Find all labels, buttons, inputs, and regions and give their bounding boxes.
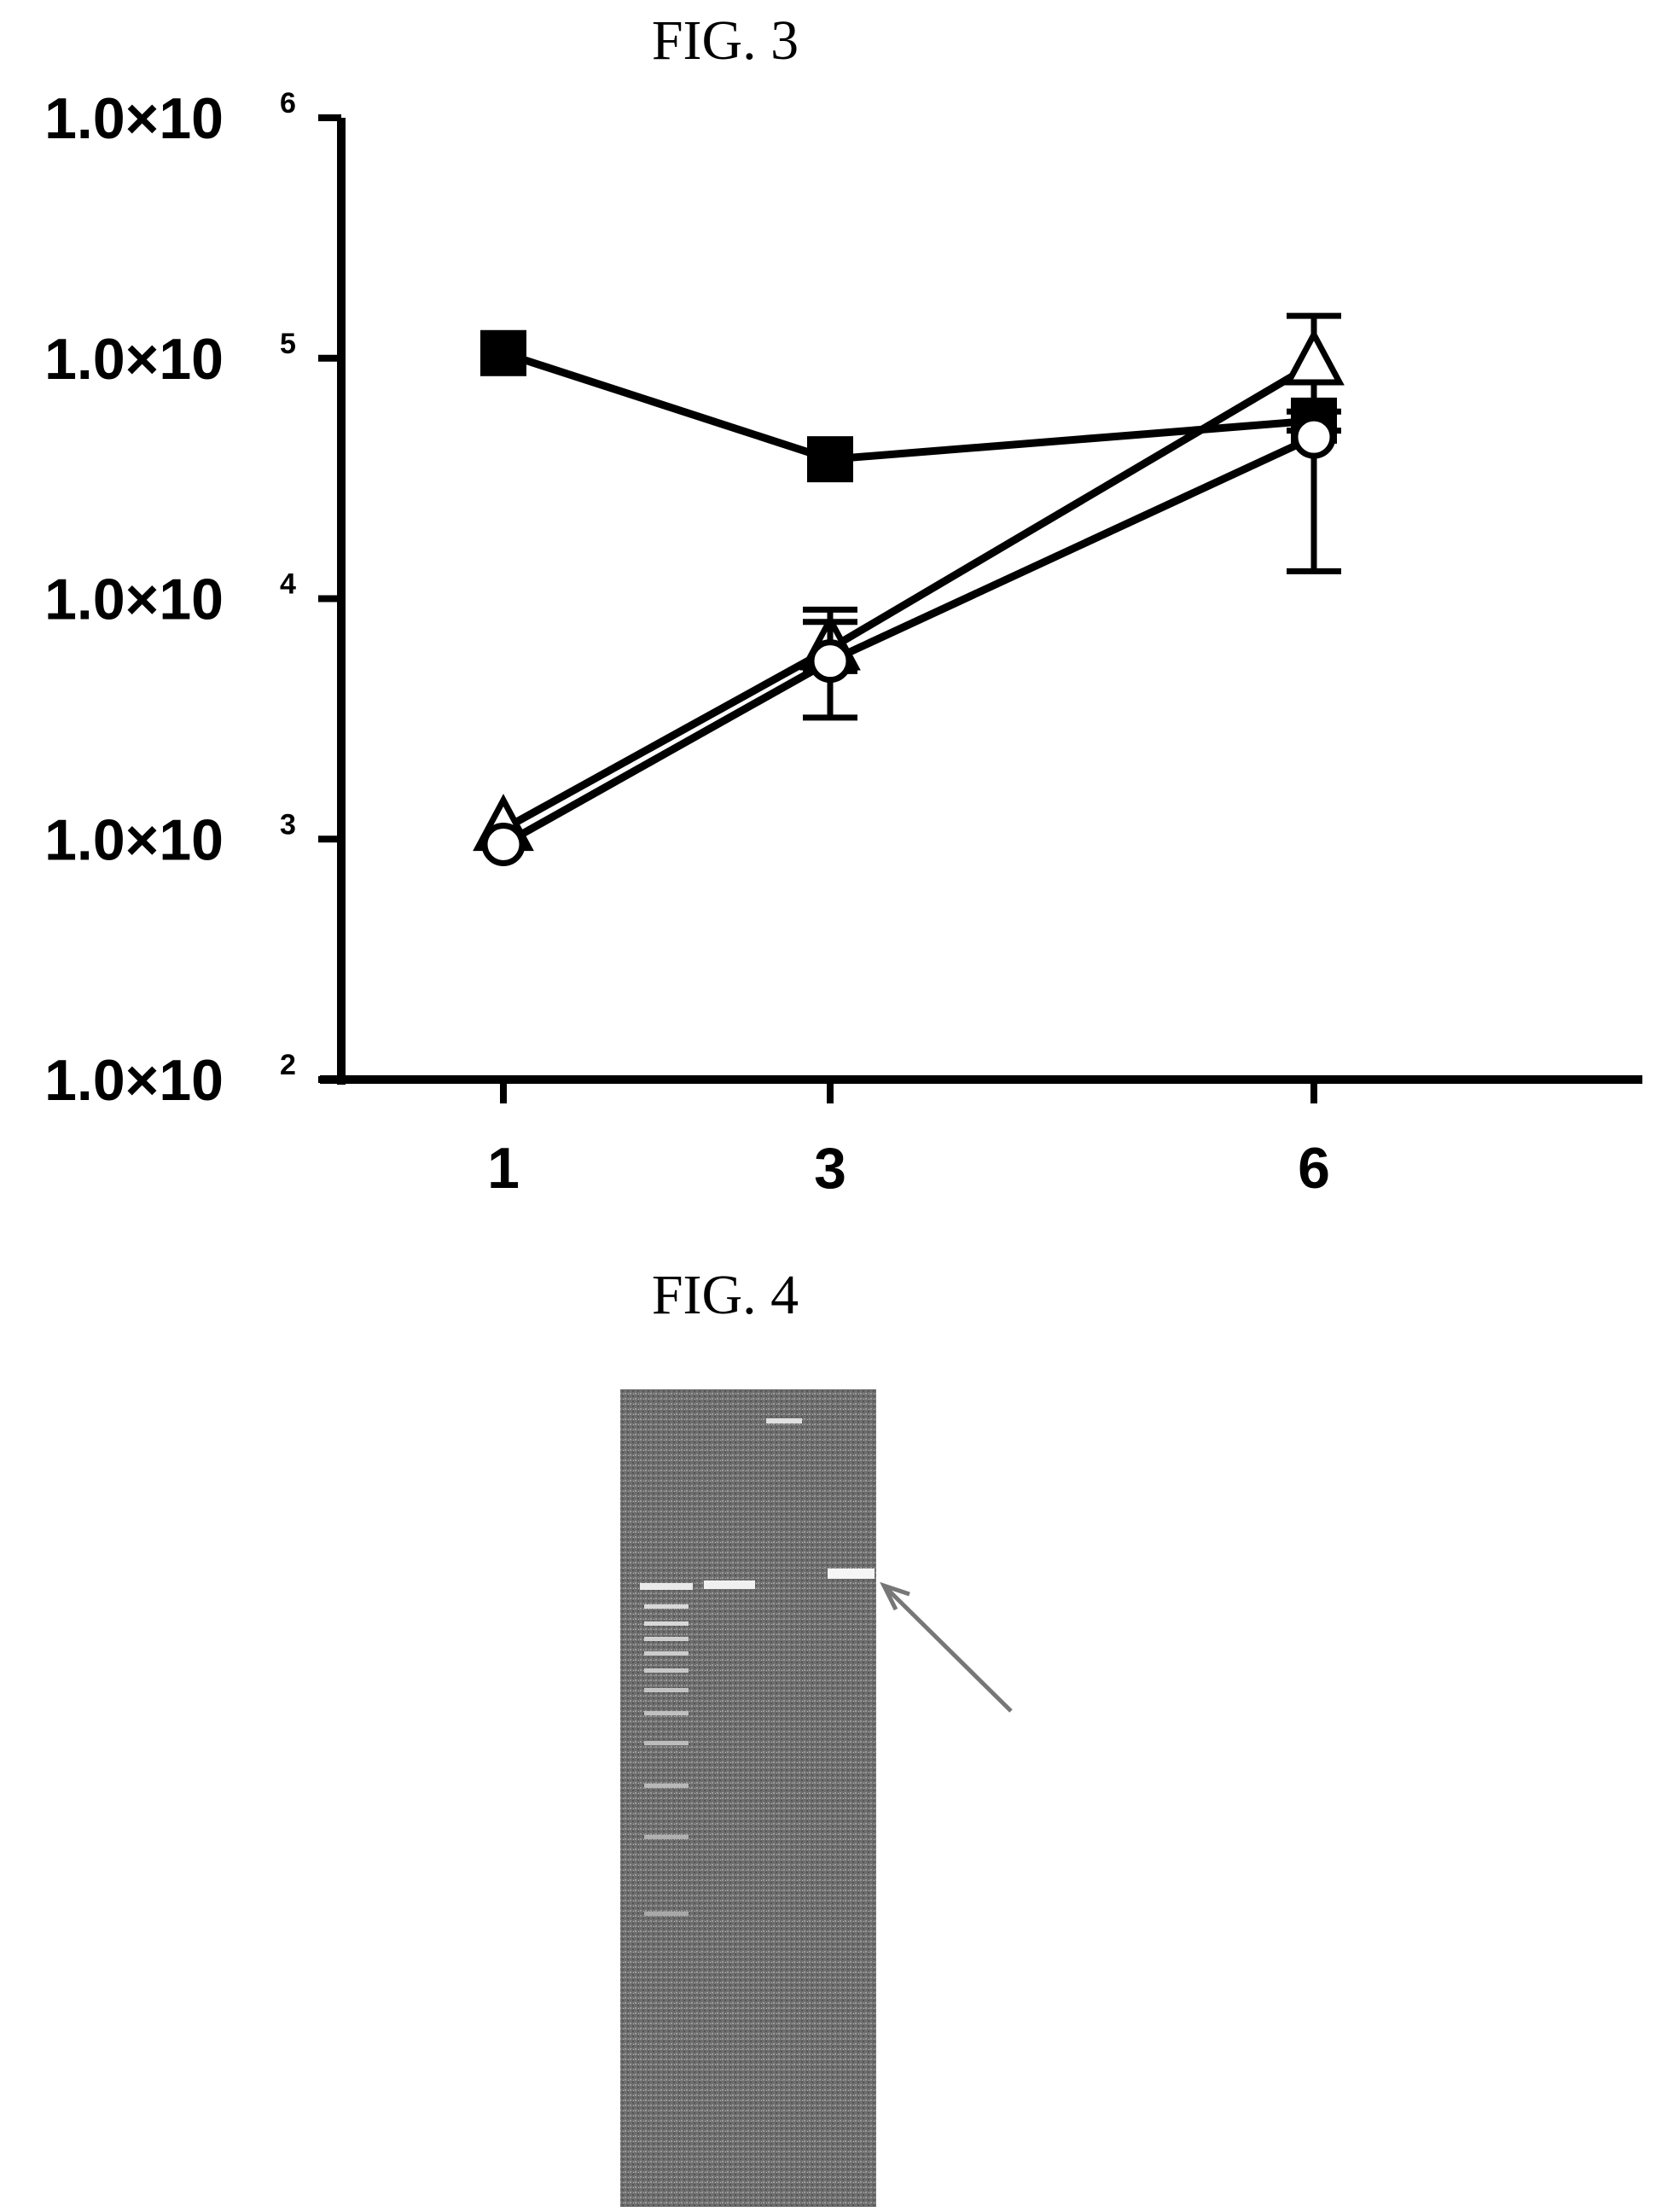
lane3-band-top	[766, 1418, 802, 1423]
lane2-band	[704, 1580, 755, 1589]
arrow-line	[887, 1589, 1011, 1711]
gel-background	[620, 1389, 876, 2207]
lane4-band	[828, 1569, 875, 1579]
